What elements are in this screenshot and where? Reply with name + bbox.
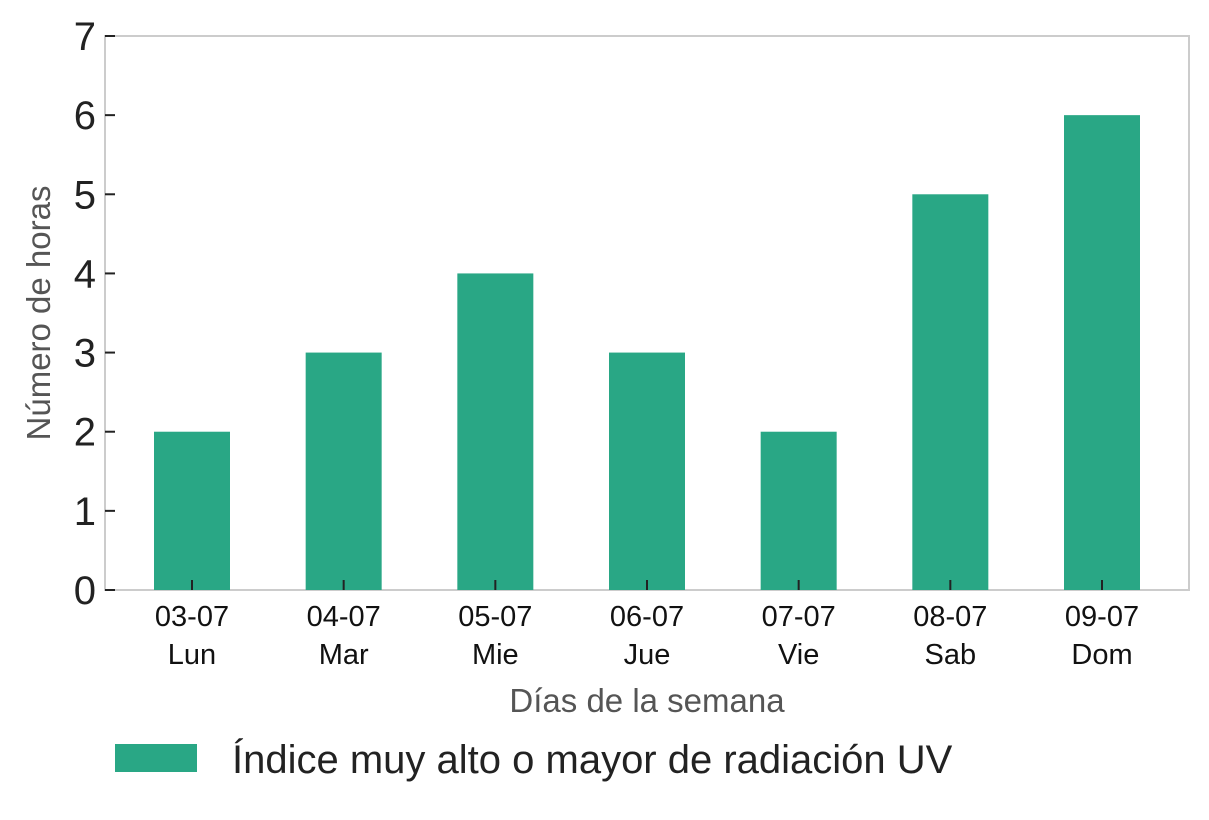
x-tick-label-date: 04-07 [307, 601, 381, 633]
y-tick-label: 1 [74, 490, 96, 534]
y-axis-label: Número de horas [20, 186, 57, 441]
x-tick-label-day: Dom [1071, 639, 1132, 671]
legend-label: Índice muy alto o mayor de radiación UV [232, 737, 953, 782]
bars-group [154, 115, 1140, 591]
y-tick-label: 6 [74, 94, 96, 138]
y-tick-label: 5 [74, 173, 96, 217]
y-tick-label: 4 [74, 252, 96, 296]
y-tick-label: 2 [74, 411, 96, 455]
legend-swatch [115, 744, 197, 772]
bar-07-07 [760, 431, 837, 590]
x-tick-label-date: 09-07 [1065, 601, 1139, 633]
x-tick-label-day: Jue [624, 639, 671, 671]
x-axis: 03-07 Lun 04-07 Mar 05-07 Mie 06-07 Jue 07-07 Vie… [155, 580, 1139, 671]
x-tick-label-day: Mar [319, 639, 369, 671]
x-tick-label-date: 08-07 [913, 601, 987, 633]
bar-06-07 [609, 352, 685, 590]
y-tick-label: 0 [74, 569, 96, 613]
bar-03-07 [154, 431, 230, 590]
x-tick-label-day: Vie [778, 639, 819, 671]
x-tick-label-day: Lun [168, 639, 216, 671]
y-axis: 0 1 2 3 4 5 6 7 [74, 15, 115, 613]
x-tick-label-date: 07-07 [762, 601, 836, 633]
y-tick-label: 7 [74, 15, 96, 59]
x-tick-label-day: Mie [472, 639, 519, 671]
y-tick-label: 3 [74, 332, 96, 376]
x-tick-label-day: Sab [925, 639, 977, 671]
x-tick-label-date: 03-07 [155, 601, 229, 633]
x-tick-label-date: 05-07 [458, 601, 532, 633]
x-tick-label-date: 06-07 [610, 601, 684, 633]
bar-05-07 [457, 273, 534, 590]
bar-08-07 [912, 194, 989, 591]
bar-09-07 [1064, 115, 1140, 591]
legend: Índice muy alto o mayor de radiación UV [115, 737, 953, 782]
bar-04-07 [305, 352, 382, 590]
x-axis-label: Días de la semana [509, 682, 785, 719]
